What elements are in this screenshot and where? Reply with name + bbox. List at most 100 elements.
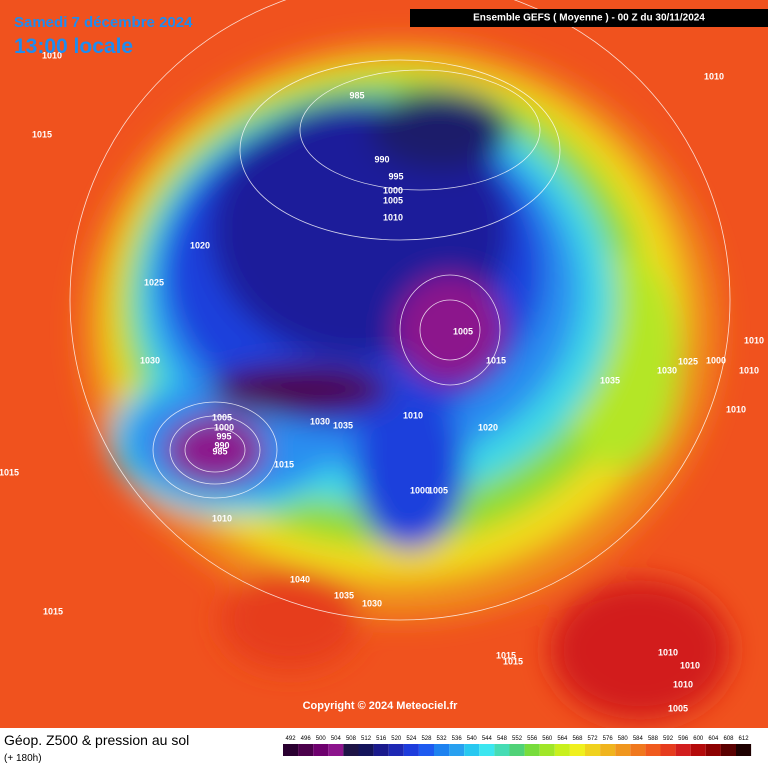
legend-swatch: [328, 744, 344, 756]
isobar-label: 1030: [310, 416, 330, 426]
legend-label: 528: [421, 736, 432, 742]
legend-label: 544: [482, 736, 493, 742]
legend-label: 548: [497, 736, 508, 742]
legend-label: 560: [542, 736, 553, 742]
isobar-label: 1000: [214, 422, 234, 432]
legend-swatch: [373, 744, 389, 756]
isobar-label: 1010: [739, 365, 759, 375]
isobar-label: 1030: [140, 355, 160, 365]
legend-label: 552: [512, 736, 523, 742]
legend-label: 500: [316, 736, 327, 742]
legend-label: 540: [467, 736, 478, 742]
legend-swatch: [660, 744, 676, 756]
legend-swatch: [298, 744, 314, 756]
legend-label: 576: [603, 736, 614, 742]
isobar-label: 1015: [503, 656, 523, 666]
legend-swatch: [434, 744, 450, 756]
legend-swatch: [539, 744, 555, 756]
legend-label: 592: [663, 736, 674, 742]
isobar-label: 1010: [42, 50, 62, 60]
legend-swatch: [736, 744, 752, 756]
isobar-label: 1010: [212, 513, 232, 523]
legend-label: 556: [527, 736, 538, 742]
isobar-label: 1015: [0, 467, 19, 477]
legend-swatch: [690, 744, 706, 756]
isobar-labels: 1010101510109859909951000100510101020102…: [0, 50, 764, 713]
isobar-label: 1040: [290, 574, 310, 584]
legend-swatch: [418, 744, 434, 756]
legend-swatch: [585, 744, 601, 756]
isobar-label: 985: [349, 90, 364, 100]
legend-swatch: [388, 744, 404, 756]
date: Samedi 7 décembre 2024: [14, 14, 193, 31]
legend-label: 516: [376, 736, 387, 742]
isobar-label: 1015: [486, 355, 506, 365]
isobar-label: 1030: [657, 365, 677, 375]
isobar-label: 1010: [673, 679, 693, 689]
legend-swatch: [524, 744, 540, 756]
legend-label: 608: [723, 736, 734, 742]
legend-swatch: [509, 744, 525, 756]
isobar-label: 1035: [334, 590, 354, 600]
isobar-label: 985: [212, 446, 227, 456]
legend-label: 524: [406, 736, 417, 742]
legend-swatch: [615, 744, 631, 756]
legend-label: 564: [557, 736, 568, 742]
local-time: 13:00 locale: [14, 35, 133, 58]
isobar-label: 1005: [383, 195, 403, 205]
isobar-label: 1000: [706, 355, 726, 365]
legend-label: 496: [301, 736, 312, 742]
isobar-label: 1010: [658, 647, 678, 657]
legend-label: 600: [693, 736, 704, 742]
legend-swatch: [403, 744, 419, 756]
isobar-label: 1015: [274, 459, 294, 469]
legend-swatch: [675, 744, 691, 756]
isobar-label: 1010: [744, 335, 764, 345]
geopotential-field: [80, 40, 730, 720]
isobar-label: 1005: [428, 485, 448, 495]
legend-swatch: [554, 744, 570, 756]
isobar-label: 1015: [32, 129, 52, 139]
legend-swatch: [630, 744, 646, 756]
legend-swatch: [343, 744, 359, 756]
legend-swatch: [569, 744, 585, 756]
isobars: [69, 0, 731, 621]
isobar-label: 1035: [333, 420, 353, 430]
legend-label: 584: [633, 736, 644, 742]
legend-label: 612: [739, 736, 750, 742]
legend-swatch: [494, 744, 510, 756]
legend: 492 496 500 504 508 512 516 520 524 528 532 536 540 5…: [283, 736, 752, 756]
isobar-label: 1000: [383, 185, 403, 195]
isobar-label: 1005: [453, 326, 473, 336]
isobar-label: 1025: [144, 277, 164, 287]
isobar-label: 1005: [668, 703, 688, 713]
footer-lead: (+ 180h): [4, 753, 42, 764]
legend-swatch: [645, 744, 661, 756]
isobar-label: 1020: [478, 422, 498, 432]
isobar-label: 1010: [403, 410, 423, 420]
isobar-label: 1035: [600, 375, 620, 385]
isobar-label: 1010: [704, 71, 724, 81]
legend-label: 492: [286, 736, 297, 742]
legend-swatch: [705, 744, 721, 756]
run-info: Ensemble GEFS ( Moyenne ) - 00 Z du 30/1…: [473, 13, 705, 24]
legend-label: 532: [437, 736, 448, 742]
legend-label: 512: [361, 736, 372, 742]
legend-label: 508: [346, 736, 357, 742]
legend-swatch: [449, 744, 465, 756]
isobar-label: 990: [374, 154, 389, 164]
legend-label: 580: [618, 736, 629, 742]
isobar-label: 1010: [680, 660, 700, 670]
legend-label: 588: [648, 736, 659, 742]
legend-swatch: [600, 744, 616, 756]
run-banner: [410, 9, 768, 27]
isobar-label: 995: [388, 171, 403, 181]
legend-swatch: [358, 744, 374, 756]
legend-swatch: [313, 744, 329, 756]
isobar-label: 1015: [496, 650, 516, 660]
isobar-label: 990: [214, 440, 229, 450]
legend-label: 604: [708, 736, 719, 742]
legend-swatch: [283, 744, 299, 756]
